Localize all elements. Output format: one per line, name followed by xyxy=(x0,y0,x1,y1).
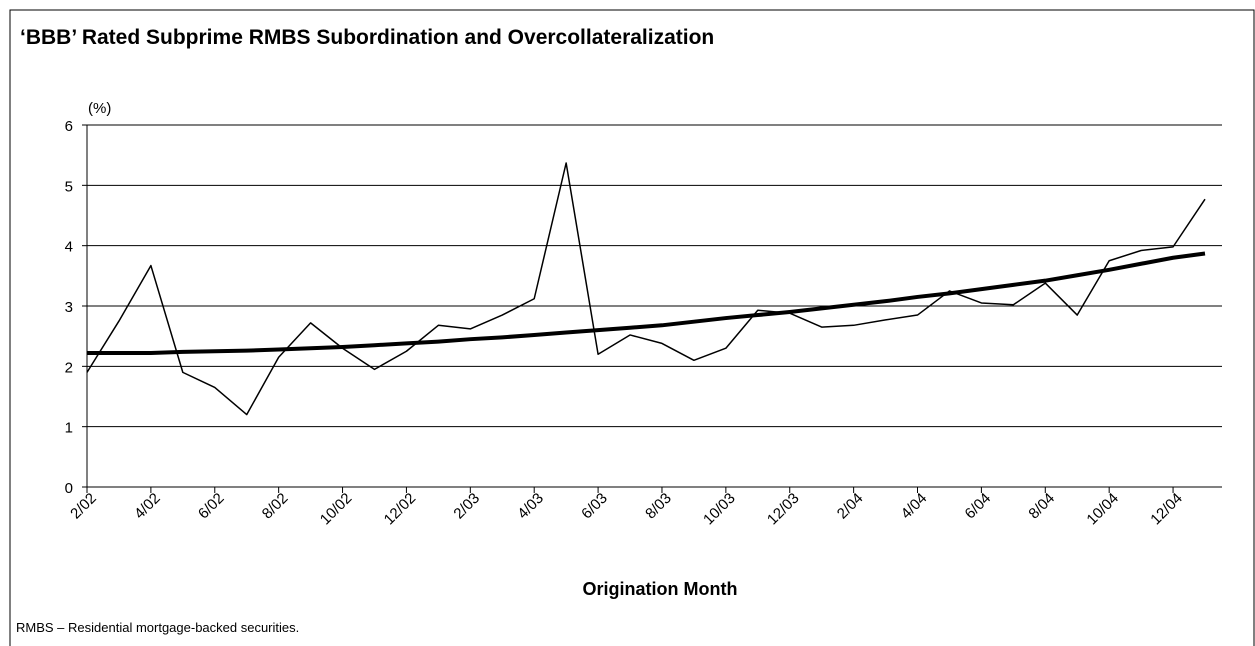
x-tick-label: 2/04 xyxy=(834,490,867,523)
x-tick-label: 4/02 xyxy=(131,490,164,523)
data-line xyxy=(87,251,1206,356)
x-tick-label: 8/03 xyxy=(642,490,675,523)
x-tick-label: 12/04 xyxy=(1147,490,1186,529)
x-tick-label: 8/04 xyxy=(1025,490,1058,523)
x-tick-label: 4/04 xyxy=(898,490,931,523)
data-line xyxy=(86,162,1206,416)
x-tick-label: 8/02 xyxy=(259,490,292,523)
y-tick-label: 0 xyxy=(65,480,73,497)
chart-title: ‘BBB’ Rated Subprime RMBS Subordination … xyxy=(20,26,714,49)
y-tick-label: 1 xyxy=(65,420,73,437)
x-tick-label: 10/03 xyxy=(700,490,739,529)
x-tick-label: 10/04 xyxy=(1083,490,1122,529)
x-tick-label: 6/02 xyxy=(195,490,228,523)
y-unit-label: (%) xyxy=(88,100,111,117)
footnote: RMBS – Residential mortgage-backed secur… xyxy=(16,620,299,635)
x-tick-label: 2/03 xyxy=(450,490,483,523)
frame xyxy=(9,9,1255,646)
y-tick-label: 3 xyxy=(65,299,73,316)
y-tick-label: 4 xyxy=(65,239,73,256)
x-tick-label: 12/03 xyxy=(764,490,803,529)
x-tick-label: 6/03 xyxy=(578,490,611,523)
y-tick-label: 6 xyxy=(65,118,73,135)
x-tick-label: 4/03 xyxy=(514,490,547,523)
y-tick-label: 2 xyxy=(65,359,73,376)
x-axis-title: Origination Month xyxy=(583,579,738,599)
y-tick-label: 5 xyxy=(65,178,73,195)
x-tick-label: 6/04 xyxy=(962,490,995,523)
x-tick-label: 10/02 xyxy=(317,490,356,529)
x-tick-label: 12/02 xyxy=(381,490,420,529)
